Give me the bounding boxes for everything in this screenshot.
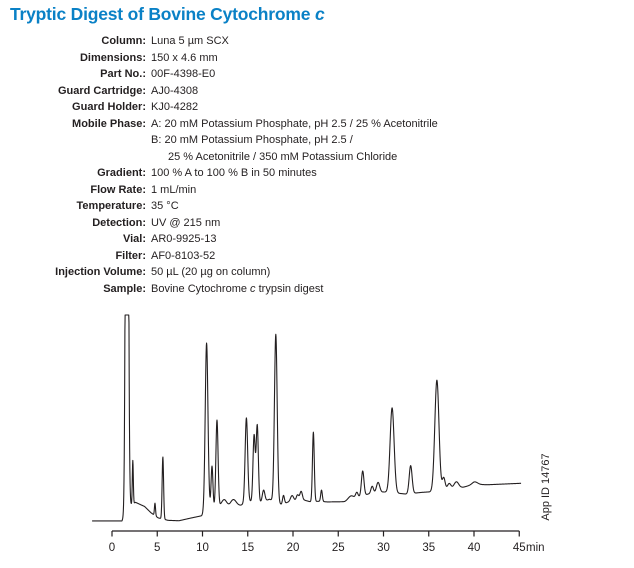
param-value-line: 50 µL (20 µg on column) xyxy=(151,264,270,281)
text-segment: 150 x 4.6 mm xyxy=(151,51,218,64)
text-segment: UV @ 215 nm xyxy=(151,216,221,229)
text-segment: 35 °C xyxy=(151,200,179,212)
param-value-line: 1 mL/min xyxy=(151,182,196,199)
text-segment: KJ0-4282 xyxy=(151,101,199,113)
method-row: Guard Holder: KJ0-4282 xyxy=(0,99,560,116)
param-label: Guard Cartridge: xyxy=(57,84,146,97)
page-title: Tryptic Digest of Bovine Cytochrome c xyxy=(10,4,325,25)
method-row: Column: Luna 5 µm SCX xyxy=(0,33,560,50)
param-value: 50 µL (20 µg on column) xyxy=(146,264,270,281)
param-label: Guard Holder: xyxy=(72,101,146,113)
param-value-line: AJ0-4308 xyxy=(151,83,198,100)
param-label: Flow Rate: xyxy=(90,183,146,196)
text-segment: trypsin digest xyxy=(255,282,324,295)
method-parameters: Column: Luna 5 µm SCX Dimensions: 150 x 4.6… xyxy=(0,33,560,297)
text-segment: c xyxy=(314,4,325,24)
param-label: Dimensions: xyxy=(79,51,146,64)
param-value-line: AR0-9925-13 xyxy=(151,231,216,248)
param-value-line: 25 % Acetonitrile / 350 mM Potassium Chl… xyxy=(151,149,438,166)
param-value-line: B: 20 mM Potassium Phosphate, pH 2.5 / xyxy=(151,132,438,149)
text-segment: AF0-8103-52 xyxy=(151,249,216,262)
param-label: Mobile Phase: xyxy=(72,117,146,130)
text-segment: 00F-4398-E0 xyxy=(151,68,216,80)
param-value: Bovine Cytochrome c trypsin digest xyxy=(146,281,323,298)
param-label: Injection Volume: xyxy=(55,266,146,278)
x-axis-tick-label: 45 xyxy=(513,542,526,554)
param-value: Luna 5 µm SCX xyxy=(146,33,229,50)
text-segment: AR0-9925-13 xyxy=(151,233,217,245)
chromatogram-trace xyxy=(91,314,522,522)
x-axis-tick-label: 5 xyxy=(154,542,160,554)
text-segment: B: 20 mM Potassium Phosphate, pH 2.5 / xyxy=(151,134,353,146)
param-value-line: UV @ 215 nm xyxy=(151,215,220,232)
param-label: Temperature: xyxy=(76,200,146,212)
x-axis-unit-label: min xyxy=(526,542,545,554)
method-row: Sample: Bovine Cytochrome c trypsin diges… xyxy=(0,281,560,298)
x-axis-tick-label: 35 xyxy=(422,542,435,554)
param-value-line: 00F-4398-E0 xyxy=(151,66,215,83)
text-segment: AJ0-4308 xyxy=(151,84,199,97)
param-value-line: KJ0-4282 xyxy=(151,99,198,116)
param-value: AJ0-4308 xyxy=(146,83,198,100)
text-segment: Tryptic Digest of Bovine Cytochrome xyxy=(10,4,315,24)
x-axis-tick-label: 20 xyxy=(287,542,300,554)
param-value: AR0-9925-13 xyxy=(146,231,216,248)
x-axis-tick-label: 30 xyxy=(377,542,390,554)
param-label: Filter: xyxy=(115,249,146,262)
text-segment: c xyxy=(250,282,256,295)
param-value-line: Bovine Cytochrome c trypsin digest xyxy=(151,281,323,298)
param-value-line: 100 % A to 100 % B in 50 minutes xyxy=(151,165,317,182)
method-row: Vial: AR0-9925-13 xyxy=(0,231,560,248)
param-label: Gradient: xyxy=(97,167,146,179)
param-value: 35 °C xyxy=(146,198,179,215)
param-value: A: 20 mM Potassium Phosphate, pH 2.5 / 2… xyxy=(146,116,438,166)
method-row: Part No.: 00F-4398-E0 xyxy=(0,66,560,83)
method-row: Mobile Phase: A: 20 mM Potassium Phosphat… xyxy=(0,116,560,166)
method-row: Flow Rate: 1 mL/min xyxy=(0,182,560,199)
param-label: Column: xyxy=(101,35,146,47)
text-segment: 50 µL (20 µg on column) xyxy=(151,266,271,278)
text-segment: Bovine Cytochrome xyxy=(151,282,251,295)
method-row: Temperature: 35 °C xyxy=(0,198,560,215)
method-row: Guard Cartridge: AJ0-4308 xyxy=(0,83,560,100)
text-segment: 1 mL/min xyxy=(151,183,197,196)
text-segment: A: 20 mM Potassium Phosphate, pH 2.5 / 2… xyxy=(151,117,438,130)
chromatogram-figure: 0 5 10 15 20 25 30 35 40 45 min App ID 14767 xyxy=(0,298,634,568)
param-value-line: 35 °C xyxy=(151,198,179,215)
param-value-line: AF0-8103-52 xyxy=(151,248,215,265)
app-id-label: App ID 14767 xyxy=(540,453,552,520)
param-value: 1 mL/min xyxy=(146,182,196,199)
param-label: Sample: xyxy=(103,282,146,295)
x-axis-tick-label: 0 xyxy=(109,542,115,554)
x-axis-tick-label: 10 xyxy=(196,542,209,554)
x-axis-tick-label: 15 xyxy=(241,542,254,554)
param-value-line: 150 x 4.6 mm xyxy=(151,50,218,67)
x-axis-tick-label: 40 xyxy=(468,542,481,554)
param-value-line: A: 20 mM Potassium Phosphate, pH 2.5 / 2… xyxy=(151,116,438,133)
chromatogram: 0 5 10 15 20 25 30 35 40 45 min App ID 14767 xyxy=(91,314,552,554)
param-value: 00F-4398-E0 xyxy=(146,66,215,83)
param-value: KJ0-4282 xyxy=(146,99,198,116)
param-value: 150 x 4.6 mm xyxy=(146,50,218,67)
text-segment: 25 % Acetonitrile / 350 mM Potassium Chl… xyxy=(168,150,398,163)
method-row: Dimensions: 150 x 4.6 mm xyxy=(0,50,560,67)
param-value: UV @ 215 nm xyxy=(146,215,220,232)
text-segment: 100 % A to 100 % B in 50 minutes xyxy=(151,167,317,179)
param-value: AF0-8103-52 xyxy=(146,248,215,265)
method-row: Detection: UV @ 215 nm xyxy=(0,215,560,232)
param-value: 100 % A to 100 % B in 50 minutes xyxy=(146,165,317,182)
method-row: Filter: AF0-8103-52 xyxy=(0,248,560,265)
param-label: Vial: xyxy=(122,233,146,245)
method-row: Gradient: 100 % A to 100 % B in 50 minute… xyxy=(0,165,560,182)
param-label: Part No.: xyxy=(100,68,146,80)
param-value-line: Luna 5 µm SCX xyxy=(151,33,229,50)
x-axis-tick-label: 25 xyxy=(332,542,345,554)
text-segment: Luna 5 µm SCX xyxy=(151,35,229,47)
param-label: Detection: xyxy=(92,216,146,229)
method-row: Injection Volume: 50 µL (20 µg on column) xyxy=(0,264,560,281)
